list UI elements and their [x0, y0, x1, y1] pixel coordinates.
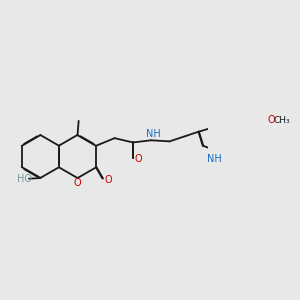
Text: O: O: [134, 154, 142, 164]
Text: O: O: [74, 178, 81, 188]
Text: NH: NH: [146, 129, 161, 139]
Text: O: O: [268, 115, 275, 125]
Text: NH: NH: [208, 154, 222, 164]
Text: O: O: [104, 175, 112, 184]
Text: CH₃: CH₃: [273, 116, 290, 125]
Text: HO: HO: [16, 174, 32, 184]
